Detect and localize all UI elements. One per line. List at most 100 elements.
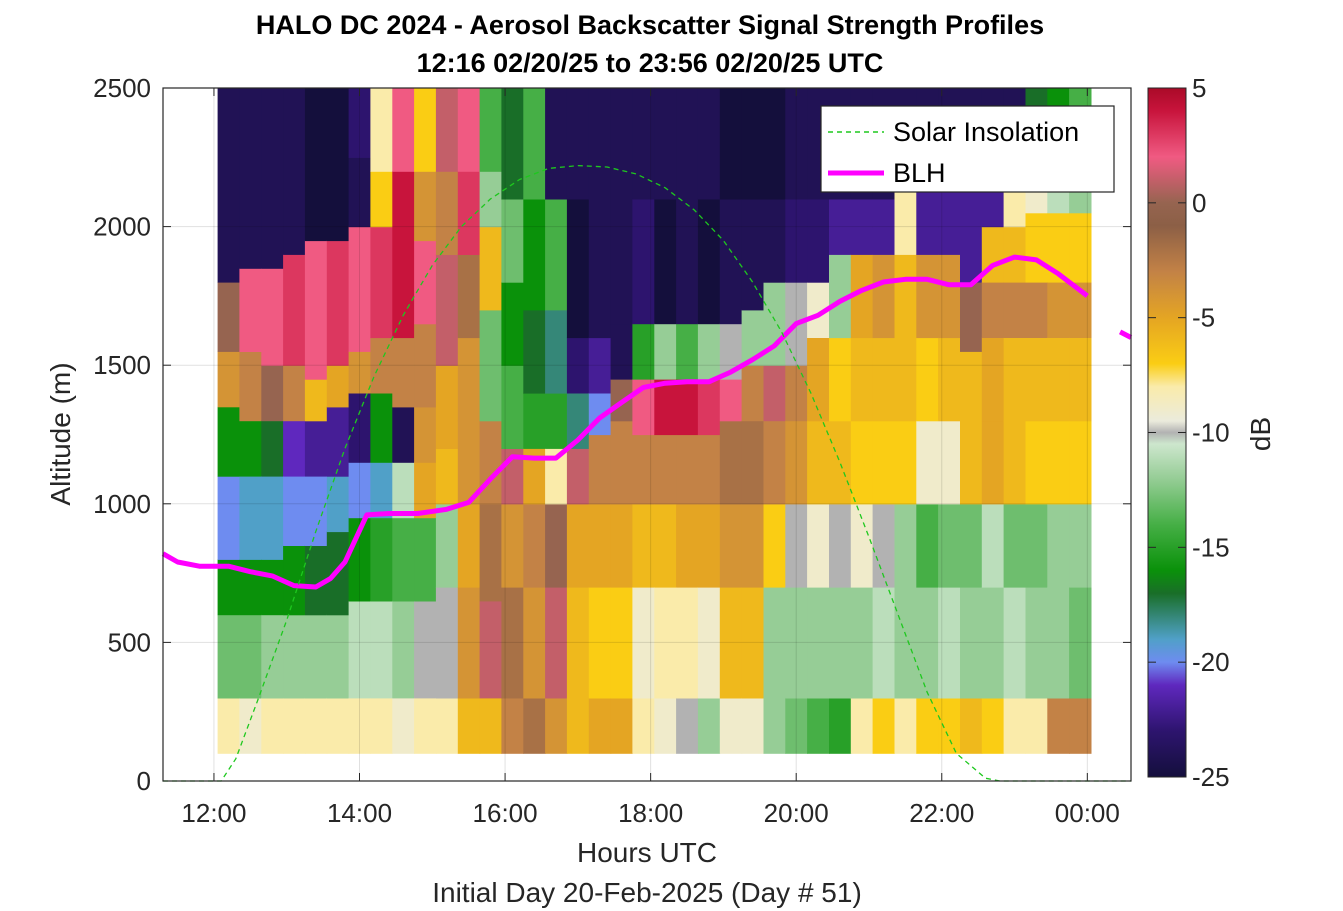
heatmap-cell-27-2 — [807, 503, 830, 588]
heatmap-cell-4-4 — [304, 420, 328, 477]
heatmap-cell-27-6 — [807, 198, 830, 283]
heatmap-cell-6-0 — [348, 697, 371, 754]
heatmap-layer — [217, 88, 1092, 754]
colorbar-label: dB — [1245, 417, 1276, 451]
heatmap-cell-7-4 — [370, 392, 393, 463]
heatmap-cell-15-1 — [545, 587, 568, 699]
heatmap-cell-23-5 — [719, 323, 743, 380]
heatmap-cell-24-0 — [741, 697, 764, 754]
heatmap-cell-21-0 — [676, 697, 699, 754]
heatmap-cell-25-0 — [763, 697, 786, 754]
heatmap-cell-18-7 — [610, 88, 633, 200]
heatmap-cell-1-6 — [239, 268, 262, 352]
heatmap-cell-36-4 — [1003, 337, 1026, 422]
heatmap-cell-5-0 — [326, 697, 350, 754]
heatmap-cell-18-2 — [610, 503, 633, 588]
heatmap-cell-10-5 — [435, 254, 459, 366]
heatmap-cell-7-0 — [370, 697, 393, 754]
heatmap-cell-34-4 — [960, 351, 983, 422]
heatmap-cell-31-5 — [894, 254, 917, 339]
heatmap-cell-27-4 — [807, 337, 830, 422]
heatmap-cell-29-6 — [850, 198, 874, 255]
heatmap-cell-9-4 — [414, 406, 437, 463]
heatmap-cell-17-3 — [588, 434, 612, 505]
heatmap-cell-20-5 — [654, 323, 677, 380]
heatmap-cell-27-5 — [807, 282, 830, 338]
x-tick-label-6: 00:00 — [1055, 798, 1120, 828]
heatmap-cell-5-6 — [326, 240, 350, 366]
heatmap-cell-1-7 — [239, 88, 262, 269]
heatmap-cell-31-4 — [894, 337, 917, 422]
heatmap-cell-3-4 — [283, 420, 306, 477]
heatmap-cell-10-1 — [435, 587, 459, 699]
heatmap-cell-7-3 — [370, 462, 393, 519]
heatmap-cell-16-5 — [566, 337, 590, 394]
heatmap-cell-27-0 — [807, 697, 830, 754]
heatmap-cell-0-7 — [217, 88, 240, 283]
heatmap-cell-0-3 — [217, 476, 240, 560]
heatmap-cell-23-3 — [719, 420, 743, 505]
heatmap-cell-3-1 — [283, 614, 306, 699]
heatmap-cell-1-0 — [239, 697, 262, 754]
heatmap-cell-3-7 — [283, 88, 306, 255]
heatmap-cell-14-3 — [523, 448, 546, 505]
heatmap-cell-32-1 — [916, 587, 939, 699]
heatmap-cell-12-0 — [479, 697, 502, 754]
heatmap-cell-15-7 — [545, 88, 568, 200]
heatmap-cell-0-0 — [217, 697, 240, 754]
heatmap-cell-20-0 — [654, 697, 677, 754]
heatmap-cell-25-7 — [763, 88, 786, 200]
heatmap-cell-9-2 — [414, 517, 437, 602]
heatmap-cell-36-3 — [1003, 420, 1026, 505]
heatmap-cell-15-5 — [545, 309, 568, 394]
heatmap-cell-19-3 — [632, 434, 655, 505]
heatmap-cell-3-2 — [283, 545, 306, 616]
heatmap-cell-15-6 — [545, 198, 568, 311]
heatmap-cell-2-2 — [261, 559, 284, 616]
heatmap-cell-11-1 — [457, 587, 481, 699]
heatmap-cell-20-1 — [654, 587, 677, 699]
heatmap-cell-34-0 — [960, 697, 983, 754]
heatmap-cell-8-2 — [392, 517, 415, 602]
heatmap-cell-22-4 — [697, 379, 721, 436]
heatmap-cell-6-3 — [348, 462, 371, 519]
heatmap-cell-8-0 — [392, 697, 415, 754]
heatmap-cell-26-4 — [785, 365, 808, 422]
heatmap-cell-19-0 — [632, 697, 655, 754]
heatmap-cell-38-2 — [1047, 503, 1070, 588]
heatmap-cell-3-5 — [283, 365, 306, 422]
heatmap-cell-17-0 — [588, 697, 612, 754]
heatmap-cell-36-1 — [1003, 587, 1026, 699]
legend-label-solar: Solar Insolation — [893, 117, 1079, 147]
heatmap-cell-10-7 — [435, 88, 459, 172]
heatmap-cell-23-2 — [719, 503, 743, 588]
colorbar-tick-label-0: 5 — [1192, 73, 1206, 103]
heatmap-cell-13-5 — [501, 282, 524, 366]
heatmap-cell-5-7 — [326, 88, 350, 242]
heatmap-cell-4-0 — [304, 697, 328, 754]
x-axis: 12:00 14:00 16:00 18:00 20:00 22:00 00:00 — [181, 88, 1120, 828]
colorbar-tick-label-5: -20 — [1192, 647, 1230, 677]
heatmap-cell-23-0 — [719, 697, 743, 754]
heatmap-cell-32-6 — [916, 185, 939, 255]
heatmap-cell-38-3 — [1047, 420, 1070, 505]
heatmap-cell-24-4 — [741, 365, 764, 422]
heatmap-cell-17-7 — [588, 88, 612, 200]
heatmap-cell-16-6 — [566, 198, 590, 339]
heatmap-cell-34-5 — [960, 282, 983, 352]
heatmap-cell-30-3 — [872, 420, 895, 505]
heatmap-cell-24-7 — [741, 88, 764, 200]
heatmap-cell-28-3 — [829, 420, 852, 505]
heatmap-cell-14-1 — [523, 587, 546, 699]
heatmap-cell-11-7 — [457, 88, 481, 172]
heatmap-cell-36-5 — [1003, 282, 1026, 338]
heatmap-cell-39-2 — [1069, 503, 1092, 588]
heatmap-cell-25-4 — [763, 365, 786, 422]
heatmap-cell-19-2 — [632, 503, 655, 588]
heatmap-cell-21-6 — [676, 198, 699, 325]
heatmap-cell-7-1 — [370, 600, 393, 699]
heatmap-cell-28-1 — [829, 587, 852, 699]
heatmap-cell-11-0 — [457, 697, 481, 754]
heatmap-cell-13-1 — [501, 587, 524, 699]
heatmap-cell-23-4 — [719, 379, 743, 422]
